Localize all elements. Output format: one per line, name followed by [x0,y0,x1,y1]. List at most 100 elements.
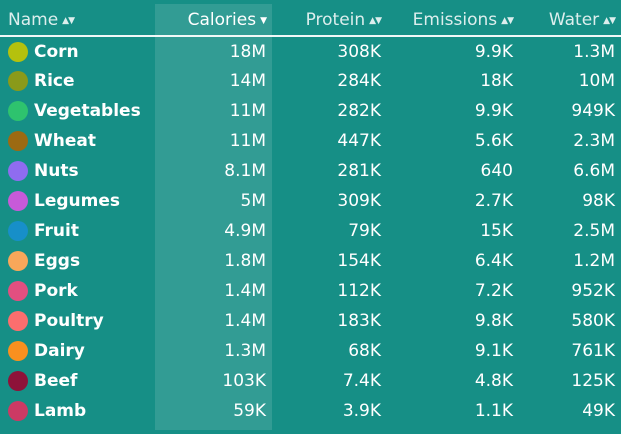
table-body: Corn 18M 308K 9.9K 1.3M Rice 14M 284K 18K 10M Vege… [0,36,621,426]
sort-toggle-icon: ▲▼ [62,15,75,26]
color-dot-icon [8,131,28,151]
name-cell-content: Corn [8,41,155,62]
protein-cell: 282K [337,101,381,121]
header-calories-label: Calories [187,9,257,30]
emissions-cell: 15K [480,221,513,241]
protein-cell: 79K [348,221,381,241]
header-name-label: Name [8,9,59,30]
table-row[interactable]: Eggs 1.8M 154K 6.4K 1.2M [0,246,621,276]
water-cell: 98K [582,191,615,211]
protein-cell: 68K [348,341,381,361]
water-cell: 949K [571,101,615,121]
name-cell: Pork [0,276,155,306]
emissions-cell: 2.7K [474,191,513,211]
food-name: Eggs [34,251,81,271]
name-cell-content: Lamb [8,401,155,421]
name-cell: Vegetables [0,96,155,126]
calories-cell: 59K [233,401,266,421]
name-cell-content: Beef [8,371,155,391]
calories-cell: 1.4M [224,281,266,301]
table-row[interactable]: Pork 1.4M 112K 7.2K 952K [0,276,621,306]
header-name[interactable]: Name ▲▼ [0,4,155,37]
emissions-cell: 9.8K [474,311,513,331]
protein-cell: 112K [337,281,381,301]
name-cell: Nuts [0,156,155,186]
header-emissions-label: Emissions [412,9,498,30]
color-dot-icon [8,161,28,181]
table-row[interactable]: Corn 18M 308K 9.9K 1.3M [0,36,621,66]
protein-cell: 447K [337,131,381,151]
calories-cell: 1.3M [224,341,266,361]
name-cell-content: Pork [8,281,155,301]
water-cell: 1.2M [573,251,615,271]
table-row[interactable]: Nuts 8.1M 281K 640 6.6M [0,156,621,186]
name-cell: Lamb [0,396,155,426]
color-dot-icon [8,311,28,331]
sort-toggle-icon: ▲▼ [369,15,382,26]
sort-toggle-icon: ▲▼ [501,15,514,26]
emissions-cell: 6.4K [474,251,513,271]
food-name: Fruit [34,221,79,241]
food-name: Rice [34,71,75,91]
food-name: Legumes [34,191,120,211]
table-row[interactable]: Lamb 59K 3.9K 1.1K 49K [0,396,621,426]
water-cell: 2.3M [573,131,615,151]
water-cell: 580K [571,311,615,331]
color-dot-icon [8,191,28,211]
protein-cell: 309K [337,191,381,211]
name-cell: Dairy [0,336,155,366]
color-dot-icon [8,101,28,121]
table-row[interactable]: Beef 103K 7.4K 4.8K 125K [0,366,621,396]
protein-cell: 284K [337,71,381,91]
name-cell-content: Vegetables [8,101,155,121]
table-row[interactable]: Rice 14M 284K 18K 10M [0,66,621,96]
calories-cell: 11M [229,131,266,151]
food-name: Lamb [34,401,87,421]
header-emissions[interactable]: Emissions ▲▼ [387,4,519,37]
calories-cell: 5M [240,191,266,211]
header-water[interactable]: Water ▲▼ [519,4,621,37]
water-cell: 49K [582,401,615,421]
table-row[interactable]: Fruit 4.9M 79K 15K 2.5M [0,216,621,246]
emissions-cell: 9.9K [474,101,513,121]
table-row[interactable]: Vegetables 11M 282K 9.9K 949K [0,96,621,126]
color-dot-icon [8,281,28,301]
water-cell: 10M [578,71,615,91]
calories-cell: 11M [229,101,266,121]
color-dot-icon [8,371,28,391]
name-cell: Corn [0,36,155,66]
protein-cell: 308K [337,41,381,62]
name-cell-content: Wheat [8,131,155,151]
calories-cell: 4.9M [224,221,266,241]
emissions-cell: 1.1K [474,401,513,421]
emissions-cell: 18K [480,71,513,91]
sort-descending-icon: ▼ [260,15,267,26]
table-row[interactable]: Poultry 1.4M 183K 9.8K 580K [0,306,621,336]
food-name: Dairy [34,341,85,361]
emissions-cell: 9.9K [474,41,513,62]
name-cell: Wheat [0,126,155,156]
header-calories[interactable]: Calories ▼ [155,4,272,37]
header-protein[interactable]: Protein ▲▼ [272,4,387,37]
name-cell-content: Legumes [8,191,155,211]
food-name: Beef [34,371,78,391]
table-row[interactable]: Dairy 1.3M 68K 9.1K 761K [0,336,621,366]
emissions-cell: 5.6K [474,131,513,151]
calories-cell: 14M [229,71,266,91]
name-cell: Legumes [0,186,155,216]
color-dot-icon [8,71,28,91]
table-row[interactable]: Wheat 11M 447K 5.6K 2.3M [0,126,621,156]
protein-cell: 7.4K [342,371,381,391]
header-water-label: Water [548,9,600,30]
name-cell: Beef [0,366,155,396]
food-name: Wheat [34,131,96,151]
calories-cell: 18M [229,41,266,62]
water-cell: 761K [571,341,615,361]
emissions-cell: 9.1K [474,341,513,361]
table-row[interactable]: Legumes 5M 309K 2.7K 98K [0,186,621,216]
color-dot-icon [8,41,28,62]
name-cell-content: Dairy [8,341,155,361]
food-name: Nuts [34,161,79,181]
name-cell-content: Nuts [8,161,155,181]
